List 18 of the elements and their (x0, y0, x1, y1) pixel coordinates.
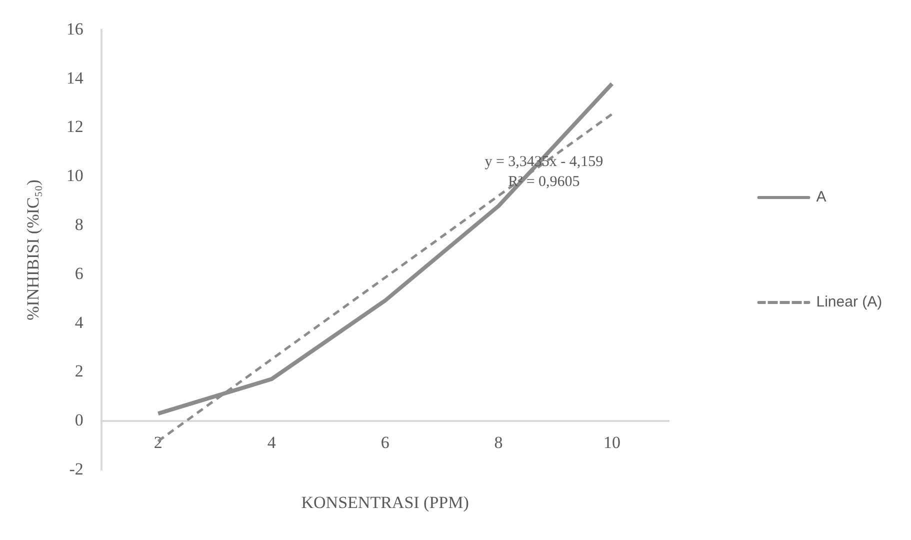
y-axis-title: %INHIBISI (%IC₅₀) (24, 180, 43, 320)
legend-label: Linear (A) (816, 294, 882, 311)
x-tick-label: 6 (380, 432, 390, 452)
y-tick-label: -2 (69, 459, 84, 478)
y-tick-label: 14 (66, 68, 84, 88)
x-axis-title: KONSENTRASI (PPM) (301, 493, 469, 512)
y-tick-label: 12 (66, 117, 84, 136)
y-tick-label: 8 (74, 215, 84, 234)
x-tick-label: 4 (267, 432, 276, 452)
y-tick-label: 0 (74, 410, 84, 430)
y-tick-label: 2 (74, 362, 84, 381)
y-tick-label: 10 (66, 166, 84, 186)
x-tick-label: 10 (604, 432, 621, 452)
legend-label: A (816, 188, 826, 206)
y-tick-label: 6 (74, 264, 84, 283)
y-tick-label: 4 (74, 312, 84, 332)
y-tick-label: 16 (66, 19, 84, 38)
x-tick-label: 8 (494, 432, 503, 452)
